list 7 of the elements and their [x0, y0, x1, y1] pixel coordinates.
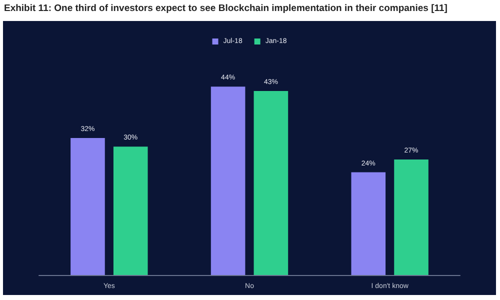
chart-title: Exhibit 11: One third of investors expect to see Blockchain implementation in their companies [11]	[4, 3, 448, 14]
bar	[351, 172, 386, 275]
bar	[113, 146, 148, 275]
bar	[210, 86, 246, 275]
bar	[254, 90, 288, 275]
bar	[394, 159, 428, 275]
bar	[70, 138, 105, 275]
